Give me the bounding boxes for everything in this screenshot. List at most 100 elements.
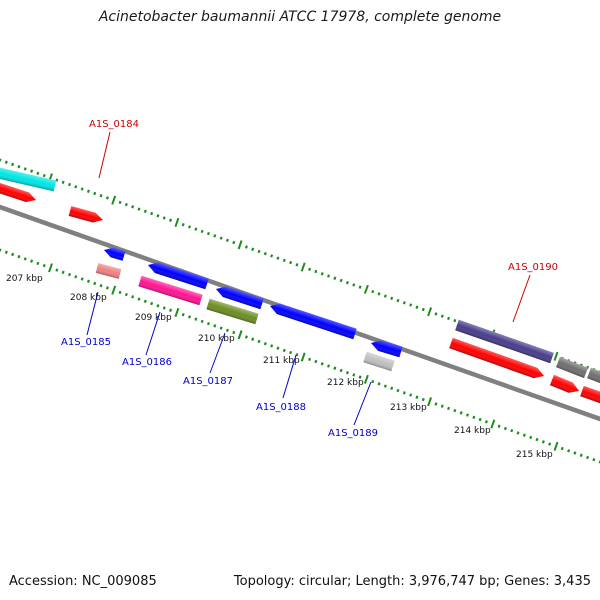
feature-rev-blue-small-shading: [104, 247, 126, 261]
upper-track-minor-tick: [17, 165, 21, 169]
upper-track-minor-tick: [453, 318, 457, 323]
lower-track-minor-tick: [421, 397, 425, 402]
lower-track-minor-tick: [181, 313, 185, 317]
feature-slateblue-box[interactable]: [455, 319, 554, 364]
tick-label-210: 210 kbp: [198, 334, 235, 344]
upper-track-minor-tick: [194, 227, 198, 231]
upper-track-minor-tick: [232, 240, 236, 245]
feature-gray-box-1[interactable]: [555, 356, 589, 379]
gene-label-a1s-0184[interactable]: A1S_0184: [89, 119, 139, 130]
upper-track-minor-tick: [447, 316, 451, 321]
upper-track-minor-tick: [345, 281, 349, 285]
callout-line-a1s-0190: [512, 274, 531, 323]
upper-track-minor-tick: [206, 231, 210, 236]
callout-line-a1s-0184: [98, 131, 111, 179]
lower-track-minor-tick: [169, 308, 173, 312]
lower-track-minor-tick: [592, 458, 596, 462]
feature-salmon-box[interactable]: [95, 263, 122, 279]
upper-track-minor-tick: [105, 196, 109, 200]
tick-label-208: 208 kbp: [70, 293, 107, 303]
lower-track-minor-tick: [276, 346, 280, 350]
gene-label-a1s-0189[interactable]: A1S_0189: [328, 428, 378, 439]
upper-track-minor-tick: [0, 158, 2, 162]
feature-magenta-box-shading: [138, 275, 203, 306]
feature-fwd-red-small[interactable]: [68, 206, 105, 225]
lower-track-minor-tick: [270, 344, 274, 348]
upper-track-minor-tick: [11, 162, 15, 167]
lower-track-minor-tick: [282, 348, 286, 353]
lower-track-major-tick: [553, 441, 559, 451]
lower-track-minor-tick: [415, 395, 419, 399]
upper-track-minor-tick: [402, 301, 406, 305]
feature-fwd-red-4[interactable]: [580, 385, 600, 406]
lower-track-minor-tick: [105, 286, 109, 290]
gene-label-a1s-0190[interactable]: A1S_0190: [508, 262, 558, 273]
upper-track-minor-tick: [23, 167, 27, 171]
upper-track-minor-tick: [434, 312, 438, 316]
feature-rev-blue-2[interactable]: [214, 284, 264, 310]
lower-track-minor-tick: [383, 384, 387, 388]
lower-track-minor-tick: [516, 431, 520, 435]
upper-track-minor-tick: [358, 285, 362, 289]
lower-track-minor-tick: [447, 406, 451, 411]
lower-track-minor-tick: [308, 357, 312, 361]
lower-track-minor-tick: [61, 270, 65, 274]
feature-fwd-red-small-shading: [68, 206, 103, 223]
feature-olive-box[interactable]: [206, 298, 259, 325]
upper-track-minor-tick: [383, 294, 387, 298]
feature-fwd-red-2[interactable]: [449, 337, 546, 381]
feature-fwd-red-left[interactable]: [0, 180, 38, 205]
lower-track-major-tick: [300, 352, 306, 362]
lower-track-major-tick: [111, 285, 117, 295]
feature-rev-blue-3[interactable]: [268, 301, 357, 340]
lower-track-minor-tick: [150, 301, 154, 306]
gene-label-a1s-0186[interactable]: A1S_0186: [122, 357, 172, 368]
genome-summary-text: Topology: circular; Length: 3,976,747 bp…: [233, 574, 591, 589]
lower-track-minor-tick: [377, 382, 381, 386]
upper-track-minor-tick: [36, 171, 40, 176]
lower-track-minor-tick: [232, 330, 236, 335]
lower-track-minor-tick: [522, 433, 526, 437]
lower-track-minor-tick: [188, 315, 192, 319]
upper-track-major-tick: [553, 351, 559, 361]
feature-fwd-cyan[interactable]: [0, 165, 57, 192]
lower-track-minor-tick: [213, 324, 217, 328]
upper-track-minor-tick: [93, 191, 97, 196]
feature-silver-box[interactable]: [363, 351, 395, 372]
lower-track-minor-tick: [156, 304, 160, 308]
feature-fwd-red-2-shading: [449, 337, 545, 379]
upper-track-minor-tick: [86, 189, 90, 193]
lower-track-minor-tick: [484, 420, 488, 424]
gene-label-a1s-0185[interactable]: A1S_0185: [61, 337, 111, 348]
lower-track-minor-tick: [42, 263, 46, 268]
lower-tick-track: [0, 248, 600, 464]
lower-track-minor-tick: [548, 442, 552, 446]
upper-track-minor-tick: [308, 267, 312, 271]
lower-track-minor-tick: [440, 404, 444, 408]
upper-track-minor-tick: [200, 229, 204, 234]
callout-line-a1s-0185: [86, 291, 99, 336]
upper-track-minor-tick: [99, 194, 103, 198]
lower-track-minor-tick: [0, 248, 2, 252]
feature-magenta-box[interactable]: [138, 275, 203, 306]
lower-track-major-tick: [363, 374, 369, 384]
gene-label-a1s-0187[interactable]: A1S_0187: [183, 376, 233, 387]
gene-label-a1s-0188[interactable]: A1S_0188: [256, 402, 306, 413]
lower-track-minor-tick: [17, 255, 21, 259]
upper-track-minor-tick: [67, 182, 72, 187]
feature-fwd-red-3[interactable]: [549, 374, 581, 396]
lower-track-minor-tick: [535, 437, 539, 442]
lower-track-minor-tick: [434, 402, 438, 406]
upper-track-major-tick: [111, 195, 117, 205]
upper-track-minor-tick: [440, 314, 444, 318]
lower-track-minor-tick: [80, 277, 84, 281]
tick-label-212: 212 kbp: [327, 378, 364, 388]
feature-rev-blue-small-2[interactable]: [369, 338, 403, 358]
lower-track-major-tick: [490, 419, 496, 429]
upper-track-minor-tick: [181, 223, 185, 227]
feature-rev-blue-small[interactable]: [103, 245, 126, 261]
feature-rev-blue-1[interactable]: [146, 260, 209, 290]
tick-label-211: 211 kbp: [263, 356, 300, 366]
tick-label-213: 213 kbp: [390, 403, 427, 413]
feature-gray-box-2[interactable]: [587, 367, 600, 387]
